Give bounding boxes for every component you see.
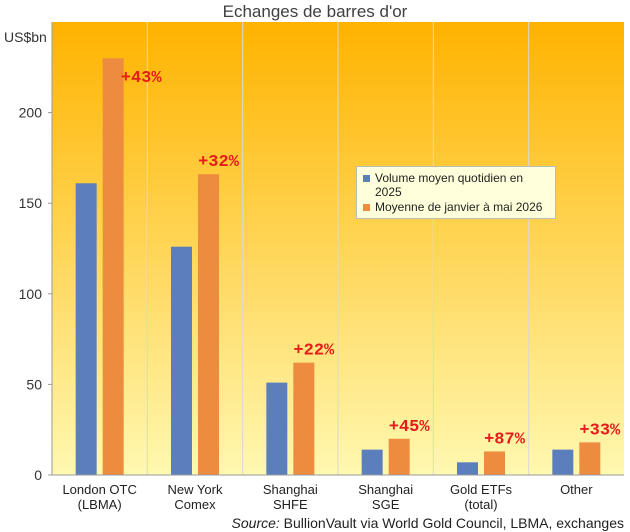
x-tick-label-line: New York — [168, 482, 223, 497]
growth-annotation: +33% — [579, 421, 621, 440]
bar-series-1 — [361, 449, 383, 475]
bar-series-1 — [457, 462, 478, 475]
legend-item-series-2: Moyenne de janvier à mai 2026 — [363, 200, 551, 214]
x-tick-label-line: SGE — [372, 497, 400, 512]
bar-series-2 — [484, 451, 505, 475]
y-tick-label: 150 — [19, 195, 43, 211]
growth-annotation: +22% — [293, 342, 335, 361]
x-tick-label-line: (LBMA) — [78, 497, 122, 512]
bar-series-1 — [75, 183, 97, 475]
y-tick-label: 50 — [26, 376, 42, 392]
x-tick-label: Shanghai SHFE — [263, 482, 318, 512]
source-text: BullionVault via World Gold Council, LBM… — [283, 515, 624, 531]
source-label: Source: — [231, 515, 280, 531]
bar-series-2 — [579, 442, 601, 475]
growth-annotation: +87% — [484, 430, 526, 449]
x-tick-label: Other — [560, 482, 593, 497]
source-note: Source: BullionVault via World Gold Coun… — [232, 515, 624, 531]
legend-swatch-series-1 — [363, 175, 370, 182]
growth-annotation: +32% — [198, 153, 240, 172]
x-tick-label: New York Comex — [168, 482, 223, 512]
x-tick-label-line: (total) — [464, 497, 497, 512]
x-tick-label-line: Shanghai — [263, 482, 318, 497]
legend-item-series-1: Volume moyen quotidien en 2025 — [363, 171, 551, 199]
bar-series-2 — [293, 362, 315, 475]
x-tick-label: London OTC (LBMA) — [62, 482, 136, 512]
x-tick-label-line: Other — [560, 482, 593, 497]
y-tick-label: 100 — [19, 286, 43, 302]
bar-series-2 — [102, 58, 124, 476]
x-tick-label: Shanghai SGE — [358, 482, 413, 512]
x-tick-label: Gold ETFs (total) — [450, 482, 513, 512]
growth-annotation: +45% — [389, 418, 431, 437]
y-axis-label: US$bn — [4, 29, 47, 45]
legend-label-series-2: Moyenne de janvier à mai 2026 — [375, 200, 543, 214]
bar-series-1 — [171, 246, 192, 475]
x-tick-label-line: Gold ETFs — [450, 482, 513, 497]
chart-title: Echanges de barres d'or — [222, 2, 408, 21]
bar-series-1 — [552, 449, 574, 475]
y-tick-label: 0 — [34, 467, 42, 483]
x-tick-label-line: London OTC — [62, 482, 136, 497]
bar-series-1 — [266, 382, 288, 475]
x-tick-label-line: Comex — [174, 497, 216, 512]
x-tick-label-line: SHFE — [273, 497, 308, 512]
legend-label-series-1: Volume moyen quotidien en 2025 — [375, 171, 524, 199]
bar-series-2 — [388, 438, 410, 475]
y-tick-label: 200 — [19, 105, 43, 121]
legend: Volume moyen quotidien en 2025 Moyenne d… — [356, 166, 556, 219]
bar-series-2 — [198, 174, 219, 475]
growth-annotation: +43% — [121, 69, 163, 88]
x-tick-label-line: Shanghai — [358, 482, 413, 497]
legend-swatch-series-2 — [363, 204, 370, 211]
